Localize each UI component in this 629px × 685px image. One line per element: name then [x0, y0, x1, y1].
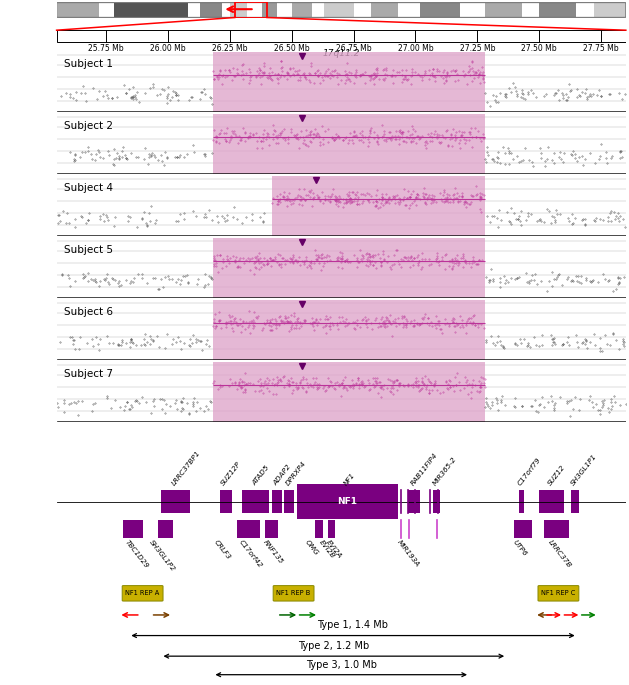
Text: MIR193A: MIR193A: [396, 539, 421, 569]
Text: ADAP2: ADAP2: [272, 464, 292, 487]
Bar: [539, 490, 564, 513]
Text: NF1: NF1: [343, 472, 356, 487]
Text: 27.50 Mb: 27.50 Mb: [521, 44, 557, 53]
Bar: [200, 3, 223, 17]
Bar: [284, 490, 294, 513]
Text: Subject 2: Subject 2: [64, 121, 113, 132]
Text: RAB11FIP4: RAB11FIP4: [409, 452, 438, 487]
Bar: [265, 521, 278, 538]
Text: Subject 6: Subject 6: [64, 307, 113, 317]
Text: 25.75 Mb: 25.75 Mb: [88, 44, 124, 53]
Text: DPRXP4: DPRXP4: [284, 460, 307, 487]
Text: CRLF3: CRLF3: [213, 539, 231, 561]
FancyBboxPatch shape: [538, 586, 579, 601]
Bar: [213, 300, 485, 360]
Bar: [544, 521, 569, 538]
Text: SH3GL1P2: SH3GL1P2: [148, 539, 177, 573]
Bar: [113, 3, 188, 17]
Text: 26.75 Mb: 26.75 Mb: [336, 44, 371, 53]
Text: Subject 7: Subject 7: [64, 369, 113, 379]
Bar: [433, 490, 440, 513]
Text: 26.50 Mb: 26.50 Mb: [274, 44, 309, 53]
Text: RNF135: RNF135: [262, 539, 284, 565]
Bar: [237, 521, 260, 538]
Text: TBC1D29: TBC1D29: [124, 539, 149, 570]
Bar: [292, 3, 311, 17]
Bar: [160, 490, 190, 513]
Bar: [158, 521, 173, 538]
Bar: [315, 521, 323, 538]
Text: SUZ12: SUZ12: [547, 464, 567, 487]
Text: 27.25 Mb: 27.25 Mb: [460, 44, 495, 53]
Bar: [539, 3, 576, 17]
Bar: [371, 3, 398, 17]
Bar: [213, 52, 485, 112]
Bar: [297, 484, 398, 519]
Text: LRRC37B: LRRC37B: [547, 539, 572, 569]
Bar: [235, 3, 267, 18]
Text: MIR365-2: MIR365-2: [431, 456, 458, 487]
Text: NF1 REP C: NF1 REP C: [541, 590, 576, 597]
Bar: [420, 3, 460, 17]
Text: C17orf79: C17orf79: [517, 457, 543, 487]
Bar: [57, 30, 626, 42]
Text: Subject 1: Subject 1: [64, 59, 113, 69]
Bar: [213, 238, 485, 298]
Bar: [213, 362, 485, 422]
Bar: [57, 3, 99, 17]
Text: C17orf42: C17orf42: [238, 539, 263, 569]
Bar: [242, 490, 269, 513]
Bar: [515, 521, 532, 538]
Text: 27.75 Mb: 27.75 Mb: [583, 44, 619, 53]
Bar: [272, 176, 485, 236]
Text: Subject 4: Subject 4: [64, 183, 113, 193]
Bar: [408, 490, 420, 513]
Text: NF1: NF1: [337, 497, 357, 506]
Bar: [220, 490, 232, 513]
Bar: [594, 3, 626, 17]
Bar: [213, 114, 485, 174]
Text: SH3GL1P1: SH3GL1P1: [571, 453, 599, 487]
Text: OMG: OMG: [304, 539, 320, 557]
FancyBboxPatch shape: [122, 586, 163, 601]
Bar: [520, 490, 525, 513]
Text: Subject 5: Subject 5: [64, 245, 113, 256]
FancyBboxPatch shape: [273, 586, 314, 601]
Text: 27.00 Mb: 27.00 Mb: [398, 44, 433, 53]
Text: UTP6: UTP6: [512, 539, 528, 558]
Text: NF1 REP B: NF1 REP B: [277, 590, 311, 597]
Bar: [123, 521, 143, 538]
Text: 17q11.2: 17q11.2: [323, 49, 360, 58]
Bar: [571, 490, 579, 513]
Text: NF1 REP A: NF1 REP A: [126, 590, 160, 597]
Bar: [485, 3, 522, 17]
Text: 26.25 Mb: 26.25 Mb: [212, 44, 248, 53]
Bar: [230, 3, 247, 17]
Text: LRRC37BP1: LRRC37BP1: [170, 450, 201, 487]
Text: SUZ12P: SUZ12P: [220, 461, 242, 487]
Text: Type 3, 1.0 Mb: Type 3, 1.0 Mb: [306, 660, 377, 669]
Text: Type 2, 1.2 Mb: Type 2, 1.2 Mb: [298, 641, 369, 651]
Text: EVI2A: EVI2A: [325, 539, 343, 560]
Text: EVI2B: EVI2B: [318, 539, 336, 560]
Text: ATAD5: ATAD5: [251, 465, 270, 487]
Bar: [262, 3, 277, 17]
Text: Type 1, 1.4 Mb: Type 1, 1.4 Mb: [318, 621, 389, 630]
Bar: [328, 521, 335, 538]
Bar: [324, 3, 353, 17]
Text: 26.00 Mb: 26.00 Mb: [150, 44, 186, 53]
Bar: [272, 490, 282, 513]
